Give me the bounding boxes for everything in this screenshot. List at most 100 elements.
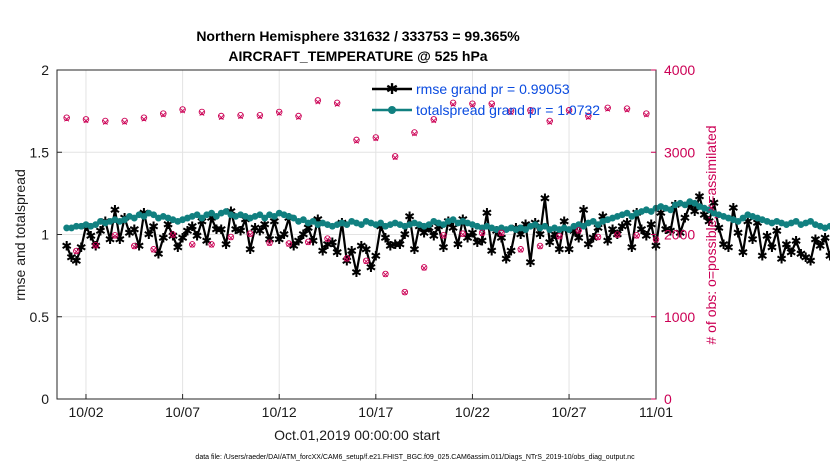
obs-possible-point <box>333 99 341 107</box>
rmse-point: ✱ <box>694 189 705 204</box>
rmse-point: ✱ <box>737 245 748 260</box>
obs-assimilated-point <box>450 101 456 107</box>
rmse-point: ✱ <box>85 229 96 244</box>
obs-possible-point <box>198 108 206 116</box>
rmse-point: ✱ <box>187 219 198 234</box>
rmse-point: ✱ <box>356 239 367 254</box>
obs-assimilated-point <box>122 119 128 125</box>
rmse-point: ✱ <box>274 232 285 247</box>
rmse-point: ✱ <box>312 212 323 227</box>
totalspread-point <box>140 213 148 220</box>
obs-assimilated-point <box>353 138 360 144</box>
totalspread-point <box>734 217 742 225</box>
rmse-point: ✱ <box>622 215 633 230</box>
obs-possible-point <box>314 97 322 104</box>
rmse-point: ✱ <box>298 227 309 242</box>
rmse-point: ✱ <box>172 240 183 255</box>
obs-assimilated-point <box>566 109 572 115</box>
rmse-point: ✱ <box>699 207 710 222</box>
rmse-point: ✱ <box>76 240 87 255</box>
rmse-point: ✱ <box>646 217 657 232</box>
obs-assimilated-point <box>402 290 408 296</box>
obs-assimilated-point <box>257 114 263 120</box>
rmse-point: ✱ <box>409 242 420 257</box>
x-tick-label: 10/22 <box>455 404 490 420</box>
rmse-point: ✱ <box>153 247 164 262</box>
rmse-point: ✱ <box>308 234 319 249</box>
rmse-point: ✱ <box>163 217 174 232</box>
obs-possible-point <box>275 108 283 116</box>
rmse-point: ✱ <box>655 206 666 221</box>
totalspread-point <box>580 222 587 230</box>
rmse-point: ✱ <box>428 229 439 244</box>
rmse-point: ✱ <box>680 211 691 226</box>
obs-assimilated-point <box>614 232 620 238</box>
y-tick-label-left: 0.5 <box>30 309 50 325</box>
totalspread-point <box>565 226 573 233</box>
obs-assimilated-point <box>334 101 340 107</box>
y-tick-label-left: 1 <box>41 227 49 243</box>
y-tick-label-left: 2 <box>41 62 49 78</box>
obs-possible-point <box>556 232 563 240</box>
rmse-point: ✱ <box>288 239 299 254</box>
rmse-point: ✱ <box>733 225 744 240</box>
rmse-point: ✱ <box>709 196 720 211</box>
x-tick-label: 10/12 <box>262 404 297 420</box>
totalspread-point <box>150 211 158 219</box>
obs-possible-point <box>633 232 640 239</box>
rmse-point: ✱ <box>462 230 473 245</box>
obs-possible-point <box>401 288 409 296</box>
rmse-point: ✱ <box>351 265 362 280</box>
y-tick-label-right: 2000 <box>664 227 695 243</box>
obs-assimilated-point <box>643 112 649 118</box>
obs-possible-point <box>285 240 293 247</box>
rmse-point: ✱ <box>269 214 280 229</box>
rmse-point: ✱ <box>129 222 140 237</box>
rmse-point: ✱ <box>588 230 599 245</box>
rmse-point: ✱ <box>549 227 560 242</box>
rmse-point: ✱ <box>390 237 401 252</box>
y-tick-label-right: 1000 <box>664 309 695 325</box>
obs-possible-point <box>227 233 235 241</box>
totalspread-point <box>357 221 365 229</box>
obs-assimilated-point <box>431 118 437 124</box>
obs-assimilated-point <box>479 231 485 237</box>
obs-assimilated-point <box>209 242 215 248</box>
obs-assimilated-point <box>141 116 147 122</box>
obs-possible-point <box>92 241 99 249</box>
obs-assimilated-point <box>547 119 553 125</box>
obs-assimilated-point <box>605 106 611 112</box>
totalspread-point <box>594 221 602 229</box>
rmse-point: ✱ <box>506 243 517 258</box>
rmse-point: ✱ <box>448 220 459 235</box>
rmse-point: ✱ <box>675 225 686 240</box>
y-tick-label-right: 3000 <box>664 144 695 160</box>
obs-possible-point <box>73 247 80 255</box>
rmse-point: ✱ <box>805 253 816 268</box>
footer-data-file: data file: /Users/raeder/DAI/ATM_forcXX/… <box>195 454 635 461</box>
totalspread-point <box>541 222 549 230</box>
rmse-point: ✱ <box>206 211 217 226</box>
obs-possible-point <box>546 117 553 125</box>
obs-possible-point <box>324 235 331 242</box>
obs-assimilated-point <box>440 233 446 239</box>
totalspread-point <box>826 222 830 230</box>
rmse-point: ✱ <box>216 222 227 237</box>
rmse-point: ✱ <box>105 232 116 247</box>
rmse-point: ✱ <box>279 227 290 242</box>
rmse-point: ✱ <box>259 217 270 232</box>
rmse-point: ✱ <box>143 227 154 242</box>
obs-assimilated-point <box>267 240 273 247</box>
obs-assimilated-point <box>189 242 195 248</box>
obs-assimilated-point <box>363 258 369 265</box>
legend-label-totalspread: totalspread grand pr = 1.0732 <box>416 102 600 118</box>
obs-assimilated-point <box>527 109 533 115</box>
rmse-point: ✱ <box>496 230 507 245</box>
rmse-point: ✱ <box>786 245 797 260</box>
rmse-point: ✱ <box>467 225 478 240</box>
rmse-point: ✱ <box>438 240 449 255</box>
obs-assimilated-point <box>170 232 176 238</box>
rmse-point: ✱ <box>795 247 806 262</box>
obs-possible-point <box>536 242 544 250</box>
